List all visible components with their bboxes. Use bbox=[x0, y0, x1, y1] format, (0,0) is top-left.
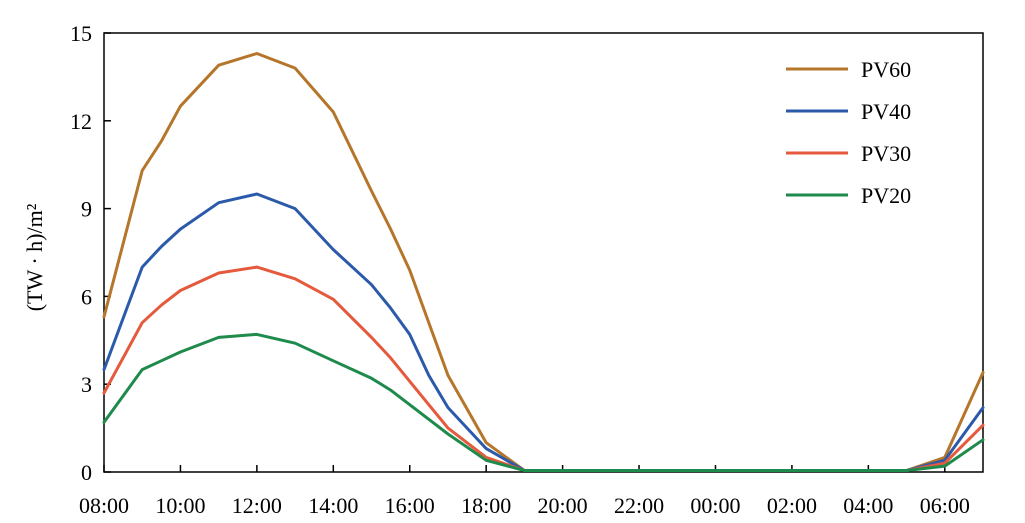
x-tick-label: 06:00 bbox=[920, 493, 970, 518]
series-line-pv60 bbox=[102, 52, 985, 472]
y-axis-title: (TW · h)/m² bbox=[22, 203, 47, 311]
x-tick-label: 14:00 bbox=[308, 493, 358, 518]
plot-frame bbox=[103, 32, 984, 473]
y-tick-label: 12 bbox=[70, 109, 92, 134]
x-tick-label: 20:00 bbox=[538, 493, 588, 518]
x-tick-label: 04:00 bbox=[843, 493, 893, 518]
series-line-pv30 bbox=[102, 265, 985, 472]
x-tick-label: 18:00 bbox=[461, 493, 511, 518]
series-line-pv40 bbox=[102, 192, 985, 472]
x-tick-label: 00:00 bbox=[690, 493, 740, 518]
x-tick-label: 22:00 bbox=[614, 493, 664, 518]
y-axis-ticks: 0 3 6 9 12 15 bbox=[70, 21, 111, 485]
x-tick-label: 08:00 bbox=[79, 493, 129, 518]
axes bbox=[103, 32, 984, 473]
series-line-pv20 bbox=[102, 332, 985, 472]
legend-label-pv60: PV60 bbox=[861, 57, 911, 82]
legend: PV60 PV40 PV30 PV20 bbox=[786, 57, 911, 208]
x-tick-label: 02:00 bbox=[767, 493, 817, 518]
y-tick-label: 6 bbox=[81, 284, 92, 309]
legend-label-pv30: PV30 bbox=[861, 141, 911, 166]
legend-label-pv40: PV40 bbox=[861, 99, 911, 124]
y-tick-label: 15 bbox=[70, 21, 92, 46]
x-tick-label: 10:00 bbox=[155, 493, 205, 518]
x-tick-label: 16:00 bbox=[385, 493, 435, 518]
y-tick-label: 0 bbox=[81, 460, 92, 485]
x-axis-ticks: 08:00 10:00 12:00 14:00 16:00 18:00 20:00 22:00… bbox=[79, 465, 970, 518]
y-tick-label: 9 bbox=[81, 197, 92, 222]
x-tick-label: 12:00 bbox=[232, 493, 282, 518]
series-lines bbox=[102, 52, 985, 472]
y-tick-label: 3 bbox=[81, 372, 92, 397]
legend-label-pv20: PV20 bbox=[861, 183, 911, 208]
